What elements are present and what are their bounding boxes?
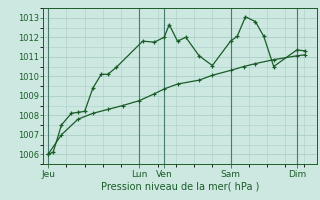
X-axis label: Pression niveau de la mer( hPa ): Pression niveau de la mer( hPa )	[101, 181, 259, 191]
